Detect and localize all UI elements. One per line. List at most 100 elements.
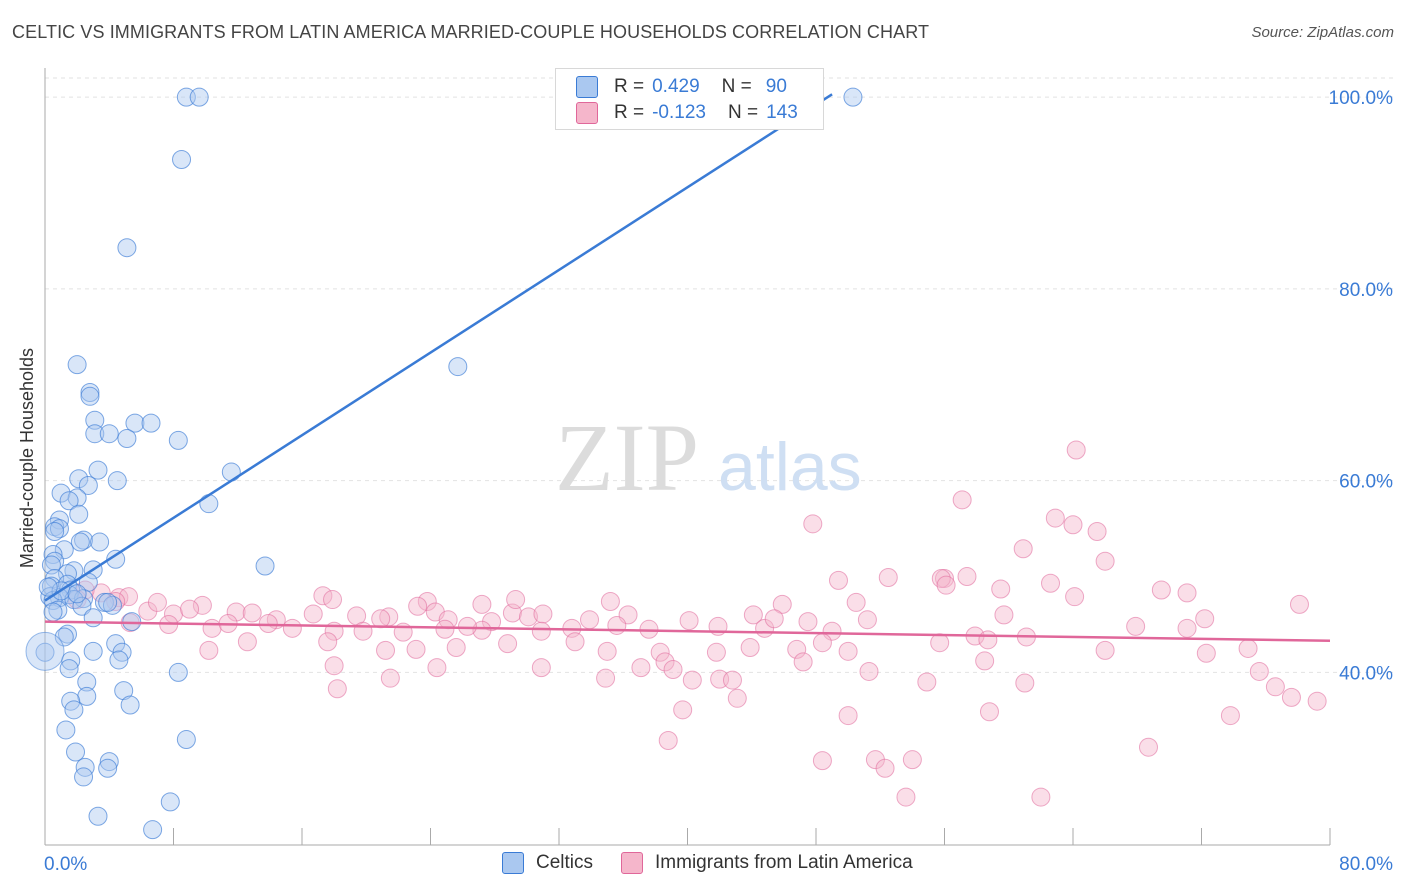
data-point-latin-america: [446, 637, 466, 657]
data-point-latin-america: [472, 594, 492, 614]
data-point-celtics: [75, 757, 95, 777]
trend-line-celtics: [44, 93, 833, 602]
data-point-latin-america: [199, 640, 219, 660]
data-point-latin-america: [531, 621, 551, 641]
axis-labels: 40.0% 60.0% 80.0% 100.0% 0.0% 80.0% Married-co…: [17, 88, 1393, 875]
data-point-celtics: [88, 806, 108, 826]
data-point-latin-america: [1307, 691, 1327, 711]
data-point-latin-america: [1065, 587, 1085, 607]
data-point-celtics: [176, 730, 196, 750]
data-point-latin-america: [1151, 580, 1171, 600]
data-point-celtics: [189, 87, 209, 107]
data-point-latin-america: [979, 702, 999, 722]
data-point-latin-america: [875, 758, 895, 778]
data-point-celtics: [77, 686, 97, 706]
data-point-latin-america: [427, 658, 447, 678]
legend-swatch-latin-america: [621, 852, 644, 874]
data-point-latin-america: [1177, 583, 1197, 603]
data-point-latin-america: [838, 706, 858, 726]
data-point-latin-america: [318, 632, 338, 652]
data-point-latin-america: [313, 586, 333, 606]
legend-swatch-celtics: [502, 852, 524, 874]
legend-item-latin-america[interactable]: Immigrants from Latin America: [621, 852, 913, 874]
trend-lines: [44, 93, 1331, 643]
data-point-celtics: [67, 584, 87, 604]
data-point-latin-america: [812, 633, 832, 653]
data-point-latin-america: [406, 639, 426, 659]
data-point-latin-america: [258, 614, 278, 634]
data-point-celtics: [45, 521, 65, 541]
data-point-celtics: [74, 530, 94, 550]
data-point-latin-america: [435, 619, 455, 639]
data-point-latin-america: [1045, 508, 1065, 528]
data-point-latin-america: [596, 668, 616, 688]
x-tick-label-max: 80.0%: [1339, 854, 1393, 875]
data-point-latin-america: [952, 490, 972, 510]
data-point-latin-america: [327, 679, 347, 699]
y-tick-label: 60.0%: [1339, 472, 1393, 493]
data-point-celtics: [843, 87, 863, 107]
data-point-celtics: [160, 792, 180, 812]
data-point-celtics: [120, 695, 140, 715]
data-point-celtics: [78, 475, 98, 495]
data-point-latin-america: [772, 594, 792, 614]
legend-label-celtics: Celtics: [536, 852, 594, 873]
data-point-celtics: [114, 681, 134, 701]
data-point-celtics: [43, 602, 63, 622]
watermark: ZIP atlas: [555, 404, 862, 511]
watermark-atlas: atlas: [718, 429, 862, 505]
data-point-celtics: [112, 642, 132, 662]
data-point-celtics: [70, 532, 90, 552]
data-point-latin-america: [202, 618, 222, 638]
data-point-latin-america: [1238, 638, 1258, 658]
axes: [44, 68, 1331, 846]
data-point-latin-america: [147, 592, 167, 612]
data-point-latin-america: [975, 651, 995, 671]
data-point-latin-america: [242, 603, 262, 623]
data-point-latin-america: [565, 632, 585, 652]
data-point-celtics: [64, 700, 84, 720]
data-point-latin-america: [793, 652, 813, 672]
data-point-latin-america: [1063, 515, 1083, 535]
legend-row-latin-america: R = -0.123 N = 143: [576, 101, 798, 125]
legend-r-label: R =: [614, 102, 645, 123]
data-point-latin-america: [787, 639, 807, 659]
data-point-celtics: [35, 642, 55, 662]
legend-n-label: N =: [721, 76, 752, 97]
data-point-latin-america: [1177, 618, 1197, 638]
data-point-celtics: [221, 462, 241, 482]
y-tick-label: 100.0%: [1329, 88, 1394, 109]
data-point-latin-america: [931, 568, 951, 588]
data-point-celtics: [109, 650, 129, 670]
legend-r-celtics: 0.429: [652, 76, 700, 97]
data-point-latin-america: [498, 634, 518, 654]
data-point-latin-america: [743, 605, 763, 625]
data-point-latin-america: [607, 615, 627, 635]
data-point-celtics: [117, 428, 137, 448]
series-celtics-points: [25, 87, 863, 840]
data-point-latin-america: [936, 575, 956, 595]
data-point-latin-america: [1031, 787, 1051, 807]
data-point-latin-america: [282, 618, 302, 638]
data-point-latin-america: [324, 656, 344, 676]
data-point-latin-america: [1281, 687, 1301, 707]
data-point-celtics: [117, 238, 137, 258]
data-point-celtics: [59, 659, 79, 679]
data-point-latin-america: [119, 587, 139, 607]
data-point-latin-america: [740, 637, 760, 657]
data-point-celtics: [143, 820, 163, 840]
data-point-celtics: [90, 532, 110, 552]
data-point-latin-america: [1289, 594, 1309, 614]
data-point-celtics: [172, 149, 192, 169]
data-point-latin-america: [828, 570, 848, 590]
data-point-celtics: [85, 424, 105, 444]
data-point-latin-america: [857, 610, 877, 630]
data-point-latin-america: [902, 750, 922, 770]
data-point-latin-america: [580, 610, 600, 630]
data-point-celtics: [88, 460, 108, 480]
data-point-latin-america: [1015, 673, 1035, 693]
data-point-latin-america: [727, 688, 747, 708]
legend-item-celtics[interactable]: Celtics: [502, 852, 593, 874]
data-point-celtics: [74, 767, 94, 787]
data-point-celtics: [98, 758, 118, 778]
